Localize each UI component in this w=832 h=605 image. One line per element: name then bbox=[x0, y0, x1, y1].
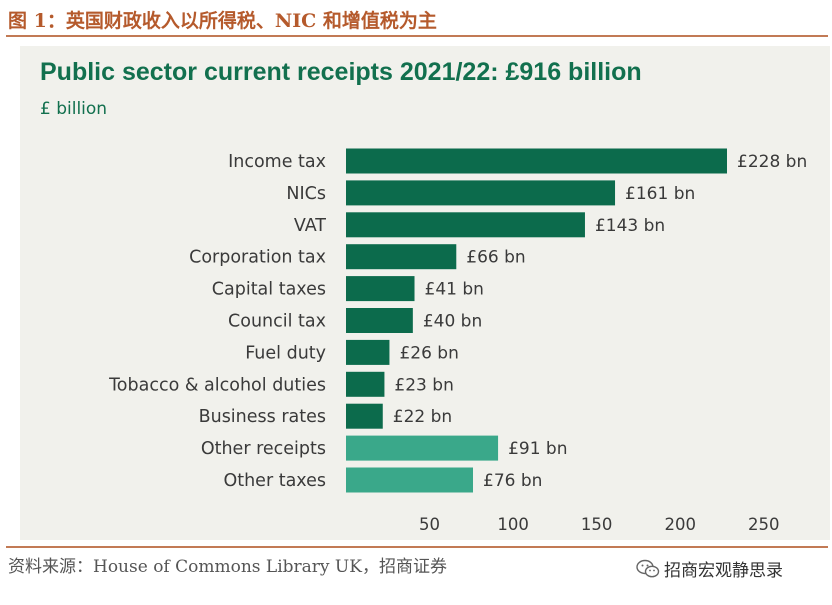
wechat-icon bbox=[636, 559, 660, 577]
bar-business-rates bbox=[346, 403, 383, 429]
category-label-income-tax: Income tax bbox=[228, 152, 326, 172]
x-tick-label-200: 200 bbox=[664, 515, 696, 534]
bar-council-tax bbox=[346, 308, 413, 333]
data-label-fuel-duty: £26 bn bbox=[399, 343, 458, 363]
x-tick-label-50: 50 bbox=[419, 515, 440, 534]
x-tick-label-150: 150 bbox=[581, 515, 613, 534]
data-label-council-tax: £40 bn bbox=[423, 312, 482, 332]
data-label-other-taxes: £76 bn bbox=[483, 471, 542, 491]
category-label-vat: VAT bbox=[294, 216, 326, 236]
bottom-divider bbox=[6, 546, 828, 548]
category-label-corporation-tax: Corporation tax bbox=[189, 248, 326, 268]
bar-tobacco-and-alcohol-duties bbox=[346, 371, 385, 397]
category-label-other-taxes: Other taxes bbox=[223, 471, 326, 491]
bar-other-receipts bbox=[346, 435, 499, 461]
data-label-business-rates: £22 bn bbox=[393, 407, 452, 427]
chart-unit-label: £ billion bbox=[40, 99, 108, 119]
bar-other-taxes bbox=[346, 467, 473, 493]
data-label-other-receipts: £91 bn bbox=[508, 439, 567, 459]
bar-income-tax bbox=[346, 148, 727, 174]
x-tick-label-100: 100 bbox=[497, 515, 529, 534]
figure-caption: 图 1：英国财政收入以所得税、NIC 和增值税为主 bbox=[8, 10, 437, 32]
category-label-capital-taxes: Capital taxes bbox=[212, 280, 326, 300]
bar-nics bbox=[346, 180, 616, 206]
chart-title: Public sector current receipts 2021/22: … bbox=[40, 58, 642, 86]
watermark: 招商宏观静思录 bbox=[636, 556, 783, 581]
category-label-tobacco-and-alcohol-duties: Tobacco & alcohol duties bbox=[108, 375, 326, 395]
category-label-business-rates: Business rates bbox=[199, 407, 326, 427]
bar-capital-taxes bbox=[346, 276, 415, 302]
data-label-vat: £143 bn bbox=[595, 216, 665, 236]
data-label-tobacco-and-alcohol-duties: £23 bn bbox=[394, 375, 453, 395]
category-label-other-receipts: Other receipts bbox=[201, 439, 326, 459]
source-note: 资料来源：House of Commons Library UK，招商证券 bbox=[8, 557, 447, 577]
bar-corporation-tax bbox=[346, 244, 457, 270]
category-label-nics: NICs bbox=[286, 184, 326, 204]
x-tick-label-250: 250 bbox=[748, 515, 780, 534]
data-label-capital-taxes: £41 bn bbox=[425, 280, 484, 300]
watermark-text: 招商宏观静思录 bbox=[664, 561, 783, 581]
bar-fuel-duty bbox=[346, 339, 390, 365]
category-label-fuel-duty: Fuel duty bbox=[245, 343, 326, 363]
category-label-council-tax: Council tax bbox=[228, 312, 326, 332]
data-label-corporation-tax: £66 bn bbox=[466, 248, 525, 268]
data-label-income-tax: £228 bn bbox=[737, 152, 807, 172]
bar-vat bbox=[346, 212, 585, 238]
top-divider bbox=[6, 35, 828, 37]
data-label-nics: £161 bn bbox=[625, 184, 695, 204]
